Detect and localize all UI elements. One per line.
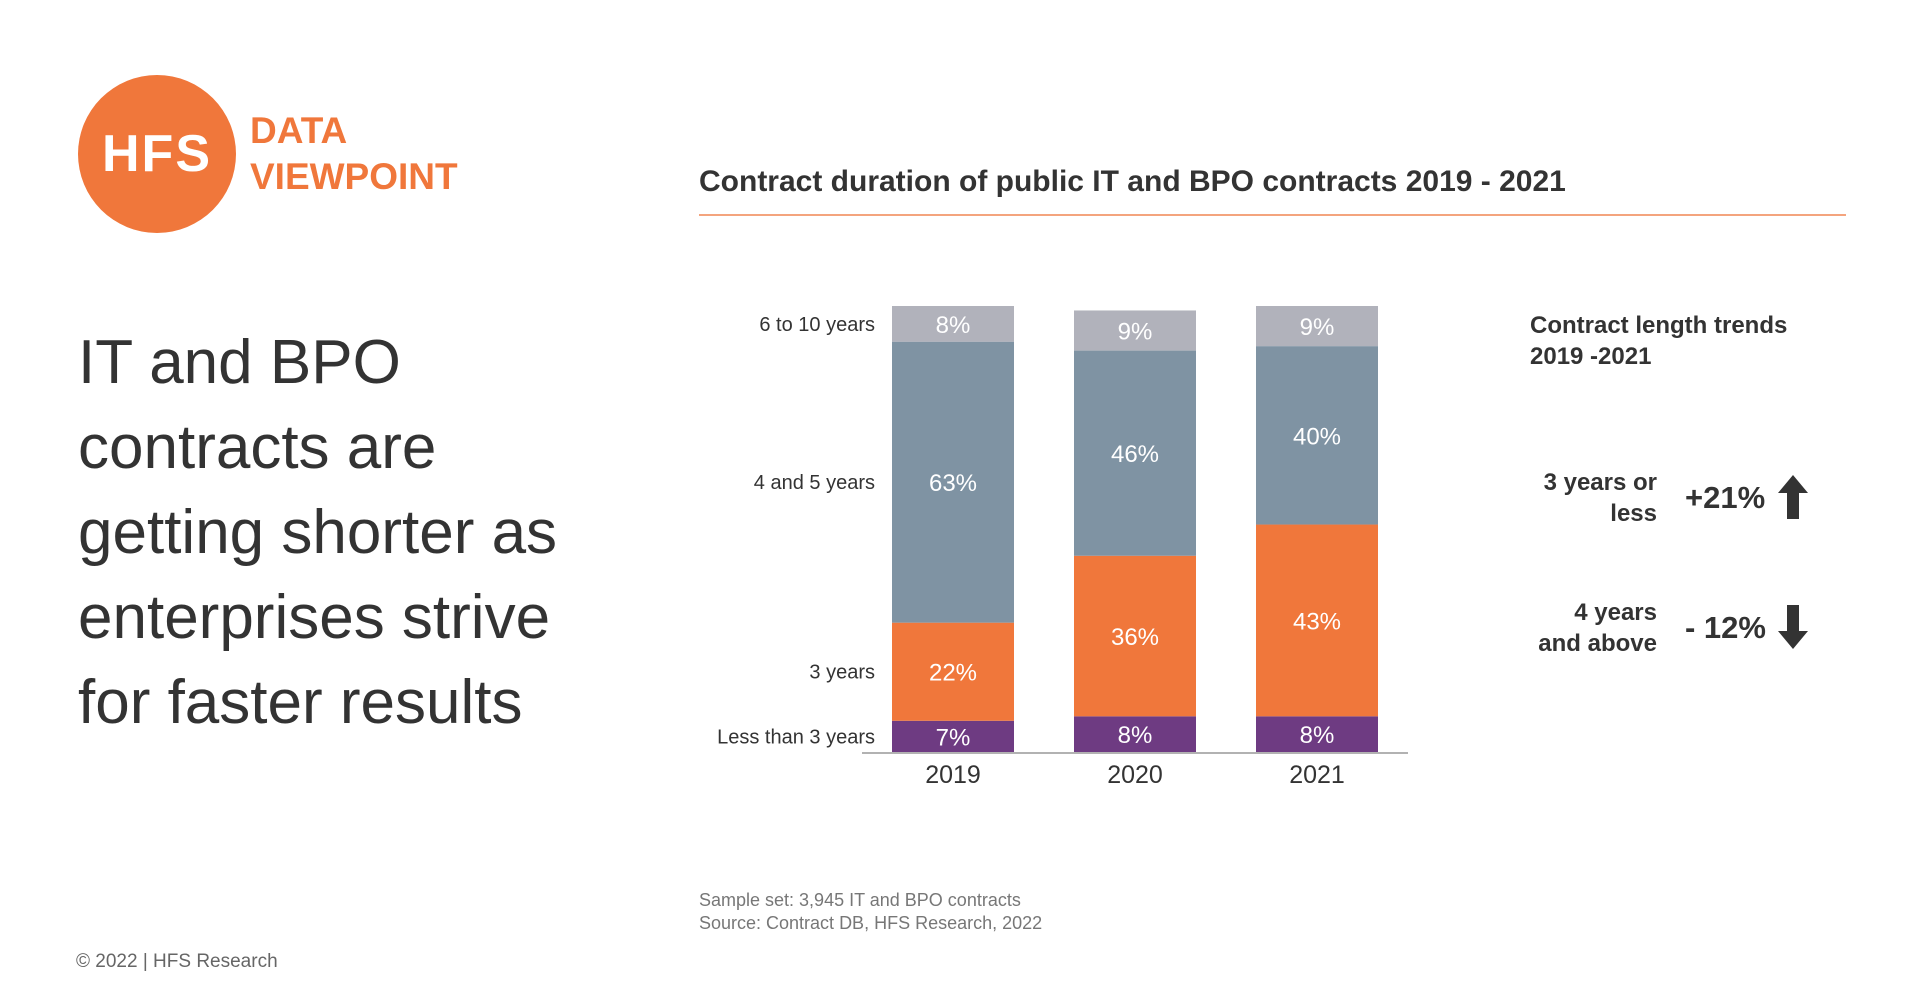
data-label: 7% [936,724,971,751]
footnote-source: Source: Contract DB, HFS Research, 2022 [699,913,1043,933]
data-label: 36% [1111,624,1159,651]
bar-segment [1256,306,1378,347]
trend-label-line-2: less [1610,500,1657,527]
chart-title: Contract duration of public IT and BPO c… [699,165,1566,198]
trends-title: Contract length trends 2019 -2021 [1530,310,1787,372]
x-tick-label: 2019 [925,761,981,789]
data-label: 9% [1300,314,1335,341]
trend-value: +21% [1685,480,1766,515]
copyright: © 2022 | HFS Research [76,951,278,972]
bar-segment [892,306,1014,342]
footnote-sample: Sample set: 3,945 IT and BPO contracts [699,890,1021,910]
data-label: 43% [1293,608,1341,635]
series-label: 4 and 5 years [754,472,875,494]
brand-line-1: DATA [250,110,348,151]
data-label: 63% [929,470,977,497]
bar-segment [892,720,1014,752]
down-arrow-icon [1778,605,1808,649]
x-tick-label: 2020 [1107,761,1163,789]
bar-segment [1256,524,1378,717]
series-label: Less than 3 years [717,726,875,748]
footnote: Sample set: 3,945 IT and BPO contracts S… [699,889,1042,935]
data-label: 8% [1300,722,1335,749]
data-label: 22% [929,660,977,687]
data-label: 9% [1118,319,1153,346]
bar-segment [1074,310,1196,351]
data-label: 40% [1293,423,1341,450]
trend-label-line-1: 3 years or [1543,469,1657,496]
trend-label-line-2: and above [1538,630,1657,657]
brand-title: DATA VIEWPOINT [250,108,458,200]
bar-segment [1074,716,1196,752]
title-divider [699,214,1846,216]
bar-segment [1256,346,1378,525]
data-label: 8% [936,312,971,339]
bar-segment [1074,555,1196,717]
logo-text: HFS [102,125,212,183]
bar-segment [892,341,1014,623]
headline: IT and BPO contracts are getting shorter… [78,328,558,737]
data-label: 46% [1111,441,1159,468]
series-label: 3 years [809,662,875,684]
x-tick-label: 2021 [1289,761,1345,789]
series-label: 6 to 10 years [759,314,875,336]
trend-value: - 12% [1685,610,1766,645]
bar-segment [1256,716,1378,752]
brand-line-2: VIEWPOINT [250,156,458,197]
bar-segment [892,622,1014,721]
trend-label: 3 years or less [1457,467,1657,529]
trend-label-line-1: 4 years [1574,599,1657,626]
stacked-bar-chart: 7% 22% 63% 8% 2019 8% 36% 46% 9% 2020 8% 43% 40% 9% 20… [717,306,1408,789]
trend-label: 4 years and above [1457,597,1657,659]
trends-title-line-1: Contract length trends [1530,312,1788,339]
hfs-logo: HFS [78,75,236,233]
data-label: 8% [1118,722,1153,749]
up-arrow-icon [1778,475,1808,519]
trends-title-line-2: 2019 -2021 [1530,343,1652,370]
bar-segment [1074,350,1196,556]
